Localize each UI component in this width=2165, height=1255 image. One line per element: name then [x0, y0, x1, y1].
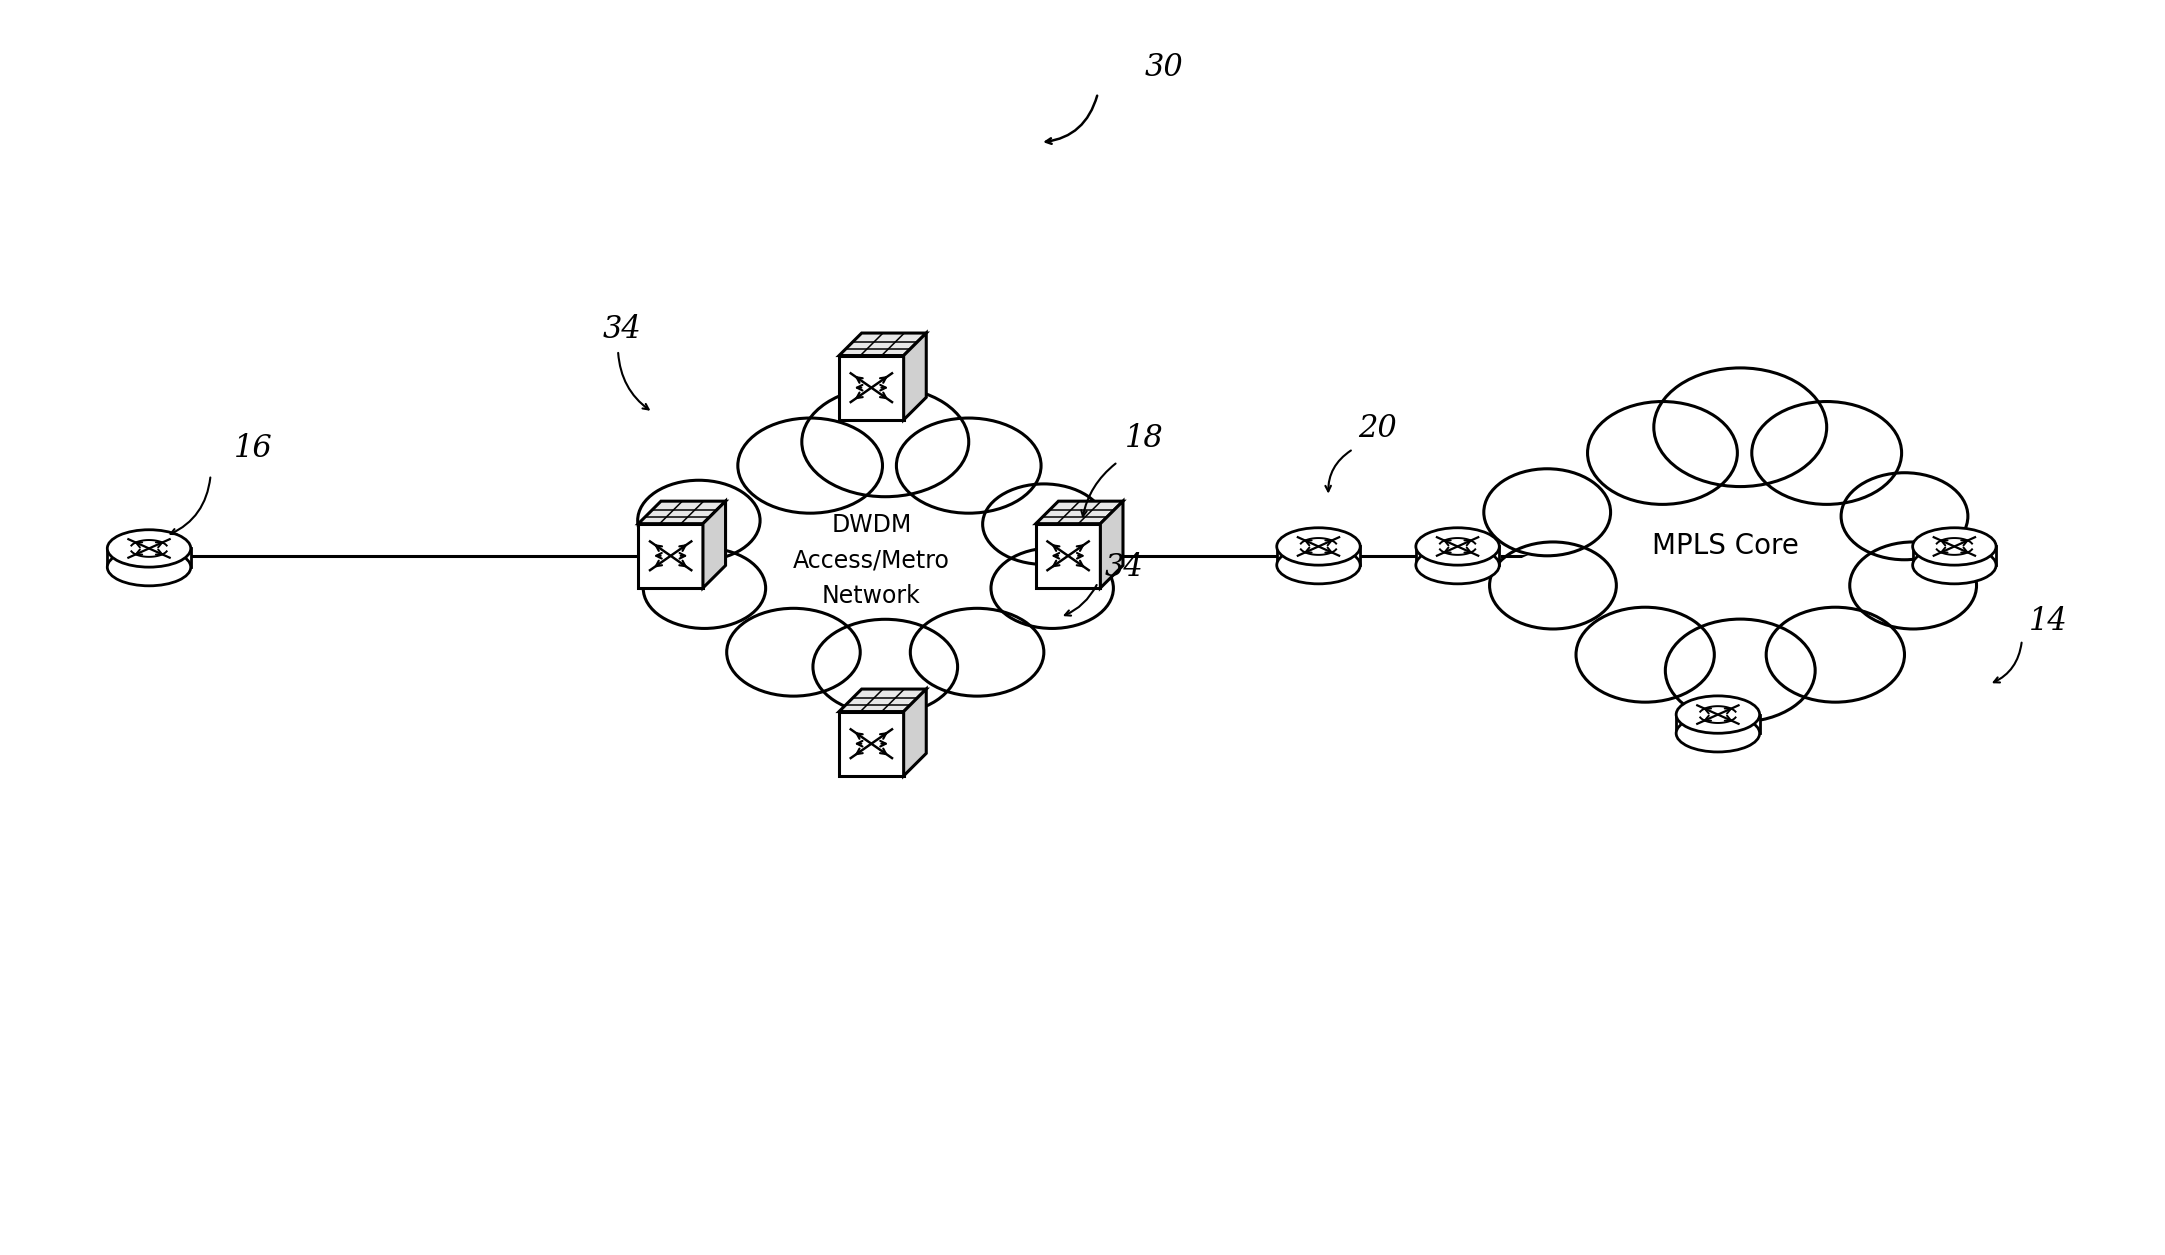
Polygon shape: [1100, 501, 1124, 587]
Ellipse shape: [1853, 482, 1955, 551]
Text: 18: 18: [1126, 423, 1163, 454]
Ellipse shape: [1416, 546, 1500, 584]
FancyBboxPatch shape: [108, 548, 191, 567]
Ellipse shape: [1503, 551, 1604, 620]
Bar: [1035, 523, 1100, 587]
Ellipse shape: [108, 530, 191, 567]
Ellipse shape: [738, 418, 883, 513]
Ellipse shape: [996, 492, 1093, 556]
Ellipse shape: [1277, 528, 1360, 565]
Text: 20: 20: [1357, 413, 1396, 444]
Ellipse shape: [643, 548, 766, 629]
Polygon shape: [903, 689, 927, 776]
Text: 30: 30: [1145, 53, 1184, 83]
Ellipse shape: [108, 548, 191, 586]
Bar: [840, 355, 903, 420]
Ellipse shape: [924, 617, 1031, 688]
FancyBboxPatch shape: [1416, 546, 1500, 565]
Text: 16: 16: [234, 433, 273, 464]
Ellipse shape: [740, 617, 847, 688]
Ellipse shape: [1496, 477, 1598, 547]
Ellipse shape: [1665, 619, 1814, 722]
Ellipse shape: [818, 398, 953, 486]
Bar: [639, 523, 704, 587]
Ellipse shape: [1767, 607, 1905, 702]
Ellipse shape: [1862, 551, 1964, 620]
FancyBboxPatch shape: [1277, 546, 1360, 565]
Text: DWDM
Access/Metro
Network: DWDM Access/Metro Network: [792, 513, 950, 609]
Bar: [840, 712, 903, 776]
Text: 34: 34: [1104, 552, 1143, 582]
Ellipse shape: [727, 609, 860, 697]
Ellipse shape: [1671, 380, 1810, 474]
Ellipse shape: [1680, 629, 1799, 712]
Text: 34: 34: [604, 314, 641, 345]
Ellipse shape: [827, 629, 944, 705]
FancyBboxPatch shape: [1912, 546, 1996, 565]
Ellipse shape: [691, 469, 1052, 653]
Polygon shape: [639, 501, 725, 523]
Ellipse shape: [691, 469, 1052, 653]
Ellipse shape: [896, 418, 1041, 513]
Ellipse shape: [1849, 542, 1977, 629]
Ellipse shape: [992, 548, 1113, 629]
Ellipse shape: [1483, 469, 1611, 556]
Ellipse shape: [911, 428, 1026, 503]
Ellipse shape: [1912, 528, 1996, 565]
Ellipse shape: [1490, 542, 1617, 629]
Ellipse shape: [1002, 556, 1102, 620]
Text: 14: 14: [2029, 606, 2068, 638]
Ellipse shape: [1539, 457, 1914, 655]
Ellipse shape: [656, 556, 753, 620]
Ellipse shape: [751, 428, 868, 503]
FancyBboxPatch shape: [1676, 714, 1760, 733]
Ellipse shape: [1587, 402, 1736, 505]
Ellipse shape: [1654, 368, 1827, 487]
Polygon shape: [1035, 501, 1124, 523]
Polygon shape: [840, 689, 927, 712]
Ellipse shape: [1780, 616, 1890, 693]
Ellipse shape: [1767, 412, 1886, 494]
Ellipse shape: [812, 619, 957, 714]
Ellipse shape: [1840, 473, 1968, 560]
Ellipse shape: [650, 488, 747, 552]
Ellipse shape: [1912, 546, 1996, 584]
Ellipse shape: [909, 609, 1044, 697]
Ellipse shape: [1676, 695, 1760, 733]
Ellipse shape: [1576, 607, 1715, 702]
Ellipse shape: [1602, 412, 1723, 494]
Ellipse shape: [1416, 528, 1500, 565]
Polygon shape: [704, 501, 725, 587]
Ellipse shape: [1277, 546, 1360, 584]
Ellipse shape: [1539, 457, 1914, 655]
Ellipse shape: [983, 484, 1104, 565]
Ellipse shape: [1751, 402, 1901, 505]
Polygon shape: [840, 333, 927, 355]
Text: MPLS Core: MPLS Core: [1652, 532, 1799, 560]
Ellipse shape: [1589, 616, 1700, 693]
Polygon shape: [903, 333, 927, 420]
Ellipse shape: [639, 481, 760, 561]
Ellipse shape: [1676, 714, 1760, 752]
Ellipse shape: [801, 387, 968, 497]
